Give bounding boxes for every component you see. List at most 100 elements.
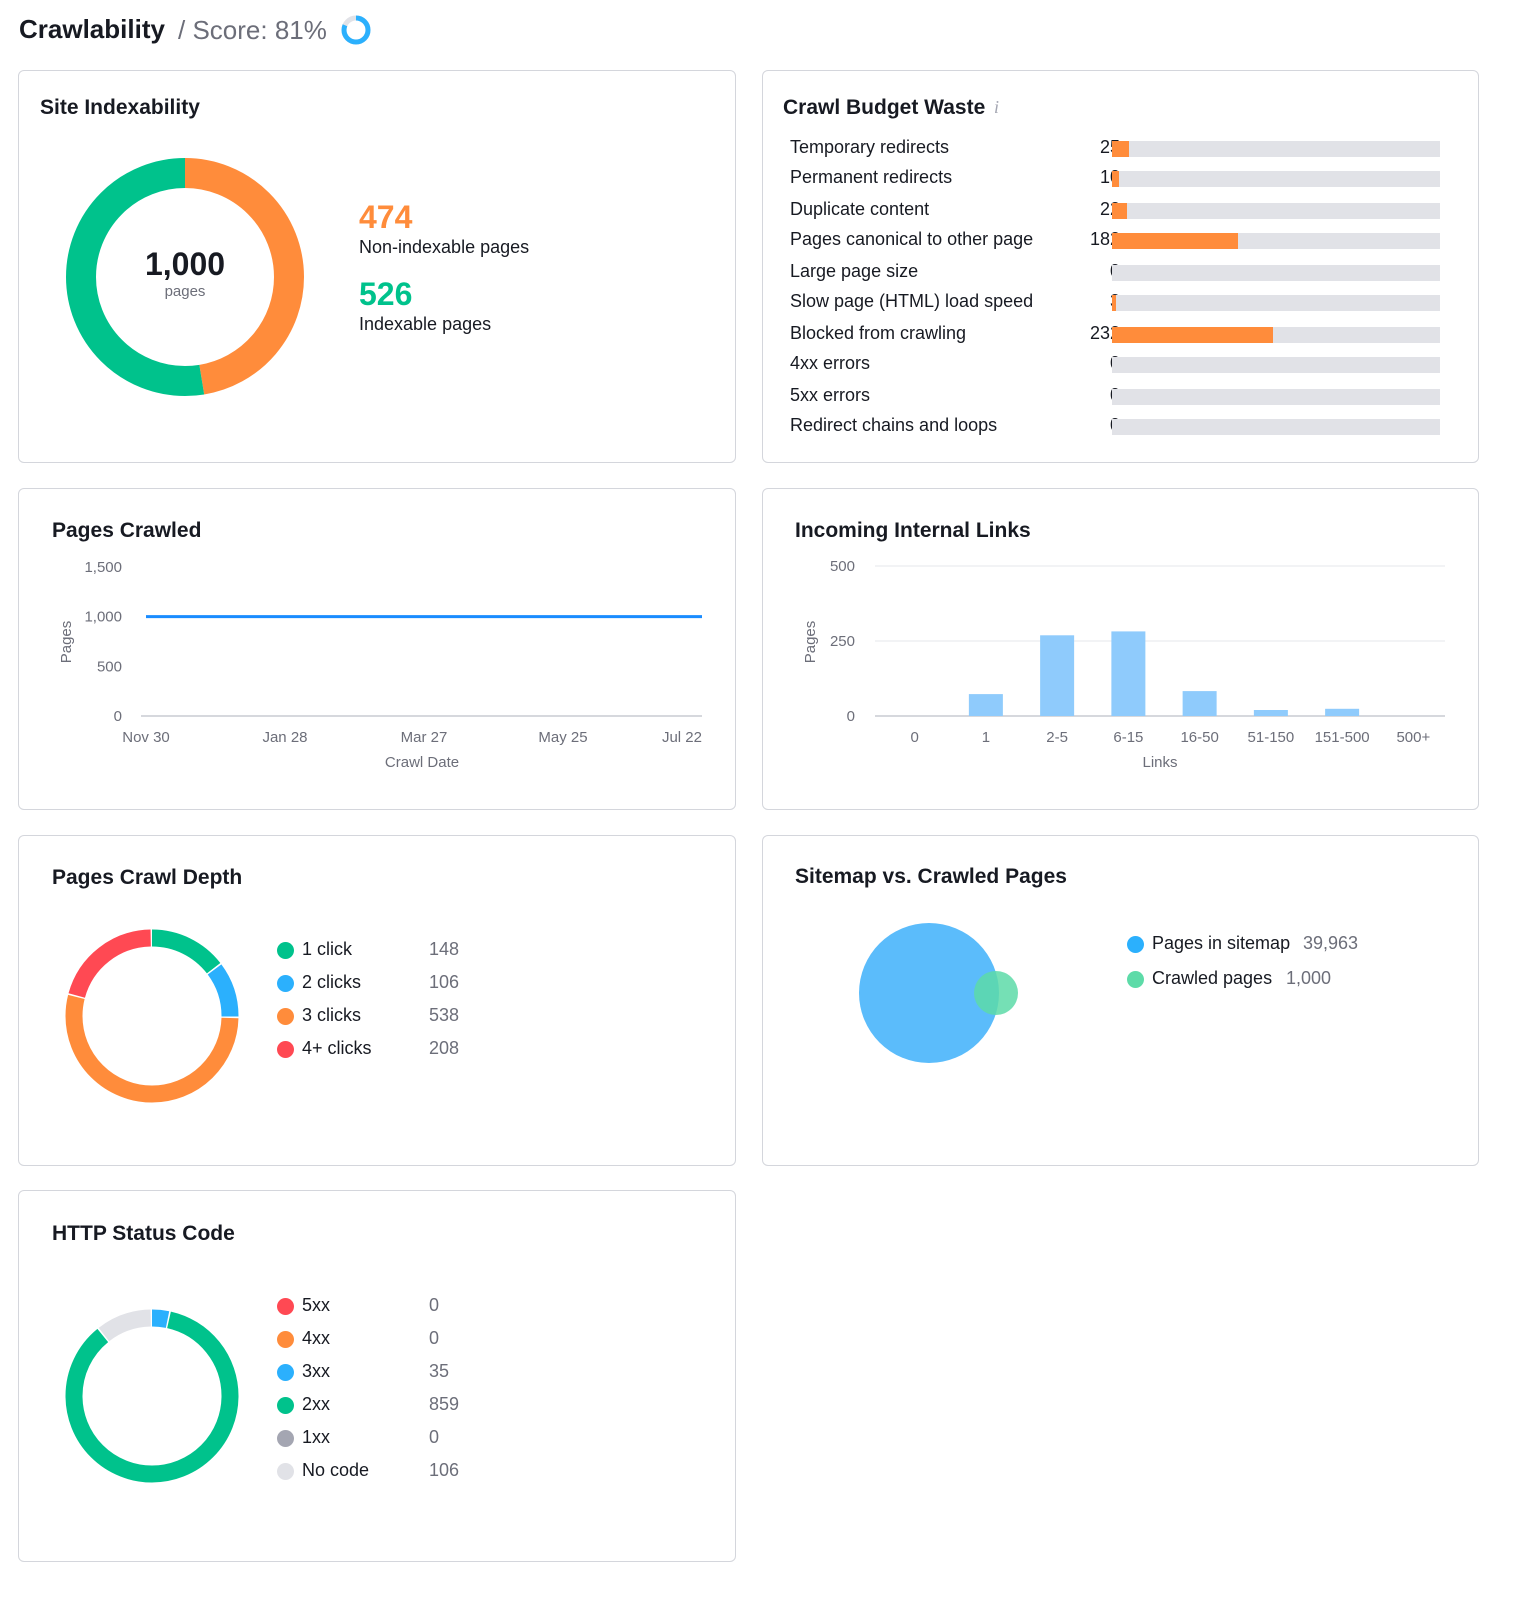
y-axis-title: Pages: [802, 621, 819, 664]
crawl-budget-row[interactable]: Duplicate content 22: [790, 199, 1450, 223]
score-label: / Score: 81%: [178, 15, 327, 45]
3xx-segment[interactable]: [65, 1309, 239, 1483]
row-bar-track: [1112, 171, 1440, 187]
indexable-segment[interactable]: [66, 158, 304, 396]
legend-item[interactable]: 3 clicks 538: [277, 1005, 537, 1029]
row-bar-track: [1112, 295, 1440, 311]
crawl-budget-row[interactable]: Permanent redirects 10: [790, 167, 1450, 191]
row-bar-track: [1112, 327, 1440, 343]
bar-51-150[interactable]: [1253, 710, 1288, 716]
legend-item[interactable]: 5xx 0: [277, 1295, 537, 1319]
legend-label: 5xx: [302, 1295, 331, 1315]
crawl-budget-row[interactable]: Redirect chains and loops 0: [790, 415, 1450, 439]
crawl-budget-row[interactable]: 5xx errors 0: [790, 385, 1450, 409]
non-indexable-count: 474: [359, 199, 413, 235]
x-tick-label: Nov 30: [122, 729, 170, 746]
legend-item[interactable]: 1 click 148: [277, 939, 537, 963]
legend-value: 208: [429, 1038, 460, 1058]
legend-item[interactable]: 1xx 0: [277, 1427, 537, 1451]
row-label: 5xx errors: [790, 385, 871, 405]
legend-item[interactable]: 2 clicks 106: [277, 972, 537, 996]
legend-dot-icon: [277, 1008, 294, 1025]
indexability-donut: [66, 158, 304, 396]
legend-label: Pages in sitemap: [1152, 933, 1291, 953]
2-clicks-segment[interactable]: [65, 929, 239, 1103]
y-tick-label: 0: [114, 708, 122, 725]
x-tick-label: 51-150: [1248, 729, 1295, 746]
x-tick-label: Jan 28: [262, 729, 307, 746]
3-clicks-segment[interactable]: [65, 929, 239, 1103]
row-bar-track: [1112, 203, 1440, 219]
legend-value: 35: [429, 1361, 450, 1381]
card-title: Sitemap vs. Crawled Pages: [795, 865, 1067, 888]
row-bar-fill: [1112, 295, 1116, 311]
legend-value: 39,963: [1303, 933, 1359, 953]
x-tick-label: May 25: [538, 729, 587, 746]
incoming-links-card: Incoming Internal Links 0 250 500 0 1 2-5 6-15…: [762, 488, 1479, 810]
y-tick-label: 250: [830, 633, 855, 650]
bar-1[interactable]: [968, 694, 1003, 716]
row-bar-fill: [1112, 171, 1119, 187]
bar-6-15[interactable]: [1111, 631, 1146, 716]
bar-2-5[interactable]: [1040, 635, 1075, 716]
row-label: Temporary redirects: [790, 137, 950, 157]
crawl-depth-card: Pages Crawl Depth 1 click 148 2 clicks 1…: [18, 835, 736, 1166]
legend-label: 2xx: [302, 1394, 331, 1414]
y-tick-label: 0: [847, 708, 855, 725]
crawl-budget-row[interactable]: 4xx errors 0: [790, 353, 1450, 377]
row-bar-track: [1112, 233, 1440, 249]
legend-dot-icon: [277, 942, 294, 959]
y-tick-label: 1,000: [84, 609, 122, 626]
legend-dot-icon: [277, 1331, 294, 1348]
legend-value: 106: [429, 972, 460, 992]
legend-item[interactable]: 3xx 35: [277, 1361, 537, 1385]
crawl-budget-row[interactable]: Large page size 0: [790, 261, 1450, 285]
legend-item[interactable]: Pages in sitemap 39,963: [1127, 933, 1387, 957]
row-bar-track: [1112, 419, 1440, 435]
crawl-budget-row[interactable]: Temporary redirects 25: [790, 137, 1450, 161]
legend-value: 148: [429, 939, 460, 959]
2xx-segment[interactable]: [65, 1309, 239, 1483]
bar-16-50[interactable]: [1182, 691, 1217, 716]
legend-label: Crawled pages: [1152, 968, 1273, 988]
legend-dot-icon: [277, 1298, 294, 1315]
row-label: Duplicate content: [790, 199, 930, 219]
x-tick-label: Mar 27: [401, 729, 448, 746]
info-icon[interactable]: i: [994, 97, 1000, 117]
legend-value: 0: [429, 1295, 440, 1315]
total-pages: 1,000: [144, 246, 226, 282]
legend-item[interactable]: 4xx 0: [277, 1328, 537, 1352]
legend-dot-icon: [277, 1364, 294, 1381]
legend-label: 1xx: [302, 1427, 331, 1447]
1-click-segment[interactable]: [65, 929, 239, 1103]
row-label: Large page size: [790, 261, 919, 281]
legend-item[interactable]: No code 106: [277, 1460, 537, 1484]
crawl-budget-row[interactable]: Pages canonical to other page 182: [790, 229, 1450, 253]
crawl-budget-row[interactable]: Blocked from crawling 232: [790, 323, 1450, 347]
score-ring-icon: [341, 15, 371, 45]
http-status-donut: [65, 1309, 239, 1483]
legend-label: 4xx: [302, 1328, 331, 1348]
card-title: Pages Crawl Depth: [52, 866, 243, 889]
bar-151-500[interactable]: [1325, 708, 1360, 716]
page-title: Crawlability: [19, 14, 165, 44]
legend-value: 859: [429, 1394, 460, 1414]
y-tick-label: 500: [830, 558, 855, 575]
legend-value: 106: [429, 1460, 460, 1480]
legend-item[interactable]: Crawled pages 1,000: [1127, 968, 1387, 992]
legend-item[interactable]: 4+ clicks 208: [277, 1038, 537, 1062]
legend-item[interactable]: 2xx 859: [277, 1394, 537, 1418]
x-axis-title: Links: [1142, 754, 1177, 771]
sitemap-venn: [859, 923, 1018, 1063]
legend-dot-icon: [1127, 936, 1144, 953]
legend-dot-icon: [277, 975, 294, 992]
y-tick-label: 1,500: [84, 559, 122, 576]
crawl-budget-row[interactable]: Slow page (HTML) load speed 3: [790, 291, 1450, 315]
row-bar-track: [1112, 389, 1440, 405]
x-tick-label: 6-15: [1113, 729, 1143, 746]
card-title: Crawl Budget Waste: [783, 96, 986, 119]
x-axis-title: Crawl Date: [385, 754, 459, 771]
legend-dot-icon: [277, 1430, 294, 1447]
total-pages-label: pages: [164, 283, 206, 300]
x-tick-label: 0: [910, 729, 918, 746]
